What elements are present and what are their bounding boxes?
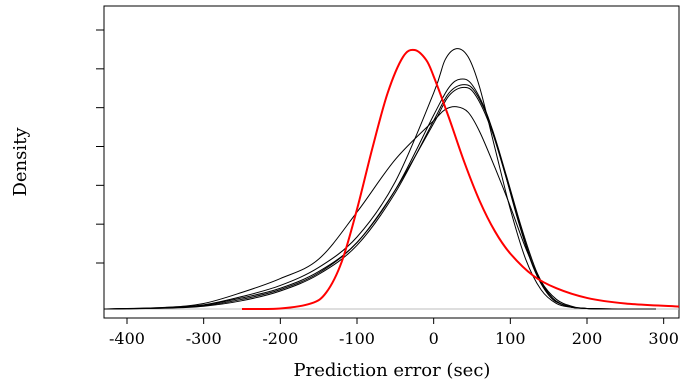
series-line-2: [103, 78, 657, 310]
x-axis: -400 -300 -200 -100 0 100 200 300: [109, 318, 679, 348]
plot-frame: [103, 5, 680, 319]
x-tick-label: -100: [339, 329, 375, 348]
x-tick-label: 100: [495, 329, 526, 348]
x-tick-label: 200: [572, 329, 603, 348]
y-axis-label: Density: [10, 127, 31, 197]
x-tick-label: -200: [262, 329, 298, 348]
x-axis-label: Prediction error (sec): [294, 360, 491, 381]
series-line-1: [103, 48, 657, 310]
series-line-5: [103, 106, 657, 310]
x-tick-label: 0: [429, 329, 439, 348]
density-curves: [103, 48, 680, 311]
series-line-4: [103, 86, 657, 310]
x-tick-label: 300: [648, 329, 679, 348]
x-tick-label: -300: [186, 329, 222, 348]
y-axis: [96, 29, 104, 264]
series-line-red: [241, 48, 680, 311]
x-tick-label: -400: [109, 329, 145, 348]
